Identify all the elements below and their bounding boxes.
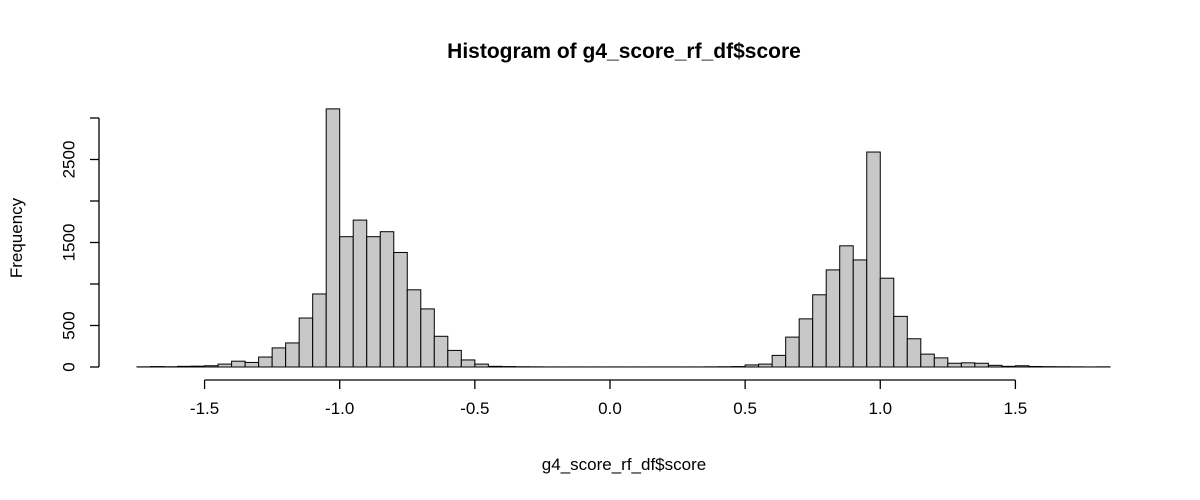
histogram-bar bbox=[906, 338, 922, 368]
x-tick-label: -1.0 bbox=[325, 399, 354, 418]
histogram-bar bbox=[920, 353, 935, 368]
histogram-bar bbox=[879, 277, 895, 368]
histogram-bar bbox=[839, 245, 854, 368]
x-tick-label: -1.5 bbox=[190, 399, 219, 418]
histogram-bar bbox=[893, 315, 908, 368]
histogram-bar bbox=[474, 363, 489, 368]
x-axis: -1.5 -1.0 -0.5 0.0 0.5 1.0 1.5 bbox=[190, 379, 1028, 418]
histogram-bar bbox=[298, 317, 314, 368]
histogram-bar bbox=[271, 347, 287, 368]
y-tick-label: 500 bbox=[60, 311, 79, 339]
histogram-bar bbox=[406, 289, 422, 368]
histogram-bar bbox=[785, 336, 800, 368]
histogram-bar bbox=[933, 357, 949, 368]
x-axis-label: g4_score_rf_df$score bbox=[542, 455, 706, 474]
histogram-bar bbox=[852, 259, 868, 368]
y-axis-label: Frequency bbox=[7, 197, 26, 278]
histogram-bar bbox=[177, 365, 192, 368]
histogram-bar bbox=[825, 269, 841, 368]
histogram-bar bbox=[447, 349, 462, 368]
histogram-bar bbox=[1001, 365, 1016, 368]
x-tick-label: 1.0 bbox=[868, 399, 892, 418]
y-axis: 0 500 1500 2500 bbox=[60, 117, 100, 372]
histogram-bar bbox=[487, 365, 503, 368]
histogram-bar bbox=[433, 335, 449, 368]
histogram-bar bbox=[366, 236, 381, 368]
histogram-bar bbox=[204, 365, 219, 368]
histogram-bar bbox=[217, 363, 233, 368]
histogram-bar bbox=[758, 363, 773, 368]
histogram-bar bbox=[325, 108, 341, 368]
x-tick-label: 0.0 bbox=[598, 399, 622, 418]
histogram-bar bbox=[258, 356, 273, 368]
chart-title: Histogram of g4_score_rf_df$score bbox=[447, 40, 801, 63]
y-tick-label: 0 bbox=[60, 362, 79, 371]
x-tick-label: 1.5 bbox=[1004, 399, 1028, 418]
histogram-bar bbox=[866, 151, 881, 368]
histogram-bar bbox=[744, 364, 760, 368]
histogram-bar bbox=[798, 318, 814, 368]
histogram-bar bbox=[1014, 365, 1030, 368]
histogram-bar bbox=[420, 308, 435, 368]
histogram-bar bbox=[244, 361, 260, 368]
x-tick-label: -0.5 bbox=[460, 399, 489, 418]
histogram-bar bbox=[285, 342, 300, 368]
histogram-bar bbox=[231, 360, 246, 368]
histogram-bar bbox=[987, 364, 1003, 368]
y-tick-label: 1500 bbox=[60, 224, 79, 262]
histogram-bar bbox=[379, 231, 395, 368]
histogram-bar bbox=[393, 251, 408, 368]
histogram-bar bbox=[947, 362, 962, 368]
histogram-bar bbox=[1028, 366, 1043, 368]
histogram-bar bbox=[460, 359, 476, 368]
histogram-bar bbox=[352, 219, 368, 368]
histogram-bar bbox=[339, 236, 354, 368]
histogram-bar bbox=[771, 354, 787, 368]
histogram-bar bbox=[190, 365, 206, 368]
histogram-bar bbox=[312, 293, 327, 368]
y-tick-label: 2500 bbox=[60, 141, 79, 179]
histogram-bar bbox=[974, 362, 989, 368]
histogram-bar bbox=[960, 362, 976, 368]
x-tick-label: 0.5 bbox=[733, 399, 757, 418]
bars-group bbox=[136, 108, 1111, 368]
histogram-bar bbox=[812, 294, 827, 368]
